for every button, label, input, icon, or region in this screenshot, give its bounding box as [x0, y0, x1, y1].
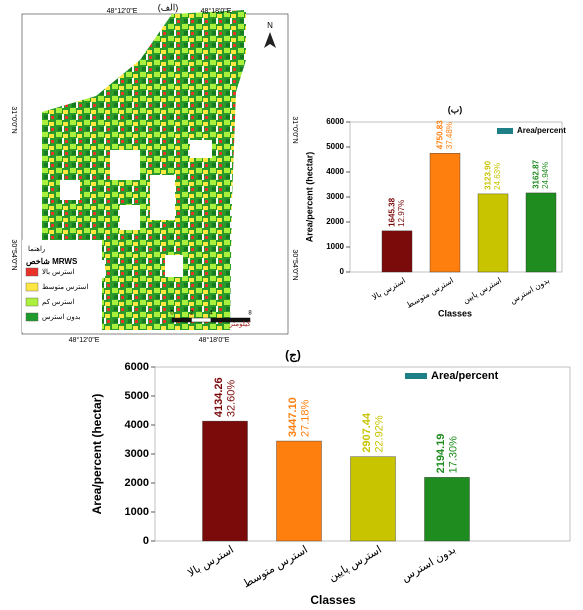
lat-label: 31°0'0"N — [291, 116, 299, 143]
north-arrow — [264, 32, 276, 48]
map-title: (الف) — [158, 2, 179, 12]
lon-label: 48°18'0"E — [199, 336, 230, 344]
percent-label: 37.48% — [445, 122, 454, 149]
percent-label: 27.18% — [300, 400, 312, 438]
y-tick-label: 6000 — [326, 117, 344, 126]
legend-label: بدون استرس — [42, 313, 80, 321]
bar-chart: (ج) Area/percent (hectar) Classes Area/perc… — [90, 348, 570, 607]
scale-segment — [192, 318, 212, 322]
y-tick-label: 1000 — [125, 506, 149, 518]
lat-label: 30°54'0"N — [10, 239, 18, 270]
y-tick-label: 5000 — [326, 142, 344, 151]
bar — [382, 231, 412, 272]
y-tick-label: 0 — [143, 535, 149, 547]
percent-label: 22.92% — [374, 415, 386, 453]
y-tick-label: 4000 — [326, 167, 344, 176]
x-tick-label: بدون استرس — [509, 276, 552, 306]
scale-tick-label: 8 — [248, 311, 252, 317]
scale-unit: کیلومتر — [228, 320, 251, 328]
y-axis-label: Area/percent (hectar) — [90, 394, 104, 515]
x-tick-label: استرس بالا — [186, 544, 236, 580]
bar-chart: (ب) Area/percent (hectar) Classes Area/perc… — [304, 104, 566, 318]
y-tick-label: 6000 — [125, 361, 149, 373]
value-label: 2907.44 — [361, 412, 373, 453]
percent-label: 32.60% — [226, 380, 238, 418]
y-tick-label: 1000 — [326, 242, 344, 251]
y-tick-label: 3000 — [125, 448, 149, 460]
value-label: 4750.83 — [436, 120, 445, 149]
bar — [425, 477, 470, 541]
legend-swatch — [26, 298, 38, 306]
bar — [277, 441, 322, 541]
percent-label: 24.63% — [493, 163, 502, 190]
value-label: 3123.90 — [484, 160, 493, 189]
x-tick-label: استرس پایین — [461, 276, 503, 305]
lon-label: 48°18'0"E — [201, 7, 232, 15]
y-tick-label: 3000 — [326, 192, 344, 201]
x-axis-label: Classes — [438, 308, 472, 318]
lat-label: 30°54'0"N — [291, 249, 299, 280]
x-tick-label: استرس بالا — [371, 276, 408, 302]
legend-swatch — [497, 128, 513, 134]
lat-label: 31°0'0"N — [10, 106, 18, 133]
bar — [430, 153, 460, 272]
x-tick-label: بدون استرس — [400, 544, 458, 585]
percent-label: 17.30% — [448, 436, 460, 474]
lon-label: 48°12'0"E — [69, 336, 100, 344]
x-tick-label: استرس متوسط — [405, 276, 455, 310]
value-label: 4134.26 — [213, 377, 225, 417]
legend-swatch — [26, 268, 38, 276]
y-axis-label: Area/percent (hectar) — [304, 152, 314, 243]
value-label: 3162.87 — [532, 159, 541, 188]
legend-label: Area/percent — [431, 370, 499, 382]
lon-label: 48°12'0"E — [107, 7, 138, 15]
legend-label: Area/percent — [517, 126, 566, 135]
legend-swatch — [26, 313, 38, 321]
percent-label: 12.97% — [397, 200, 406, 227]
percent-label: 24.94% — [541, 162, 550, 189]
bar — [203, 421, 248, 541]
x-tick-label: استرس پایین — [327, 544, 384, 584]
legend-swatch — [26, 283, 38, 291]
y-tick-label: 2000 — [125, 477, 149, 489]
scale-segment — [172, 318, 192, 322]
chart-title: (ب) — [448, 104, 462, 115]
y-tick-label: 2000 — [326, 217, 344, 226]
y-tick-label: 5000 — [125, 390, 149, 402]
value-label: 2194.19 — [435, 434, 447, 474]
map-legend-title: راهنما — [28, 245, 45, 253]
y-tick-label: 4000 — [125, 419, 149, 431]
legend-label: استرس کم — [42, 298, 74, 306]
bar — [526, 193, 556, 272]
legend-label: استرس بالا — [42, 268, 74, 276]
figure: (الف) 48°12'0"E 48°18'0"E 48°12'0"E 48°1… — [0, 0, 583, 610]
legend-label: استرس متوسط — [42, 283, 88, 291]
value-label: 3447.10 — [287, 397, 299, 437]
map-panel: (الف) 48°12'0"E 48°18'0"E 48°12'0"E 48°1… — [10, 2, 299, 343]
chart-title: (ج) — [285, 348, 301, 363]
map-legend-subtitle: شاخص MRWS — [26, 257, 78, 267]
x-axis-label: Classes — [310, 593, 356, 607]
value-label: 1645.38 — [388, 197, 397, 226]
bar — [478, 194, 508, 272]
bar — [351, 457, 396, 541]
legend-swatch — [405, 373, 427, 379]
y-tick-label: 0 — [340, 267, 345, 276]
north-label: N — [267, 21, 273, 30]
x-tick-label: استرس متوسط — [241, 544, 310, 591]
